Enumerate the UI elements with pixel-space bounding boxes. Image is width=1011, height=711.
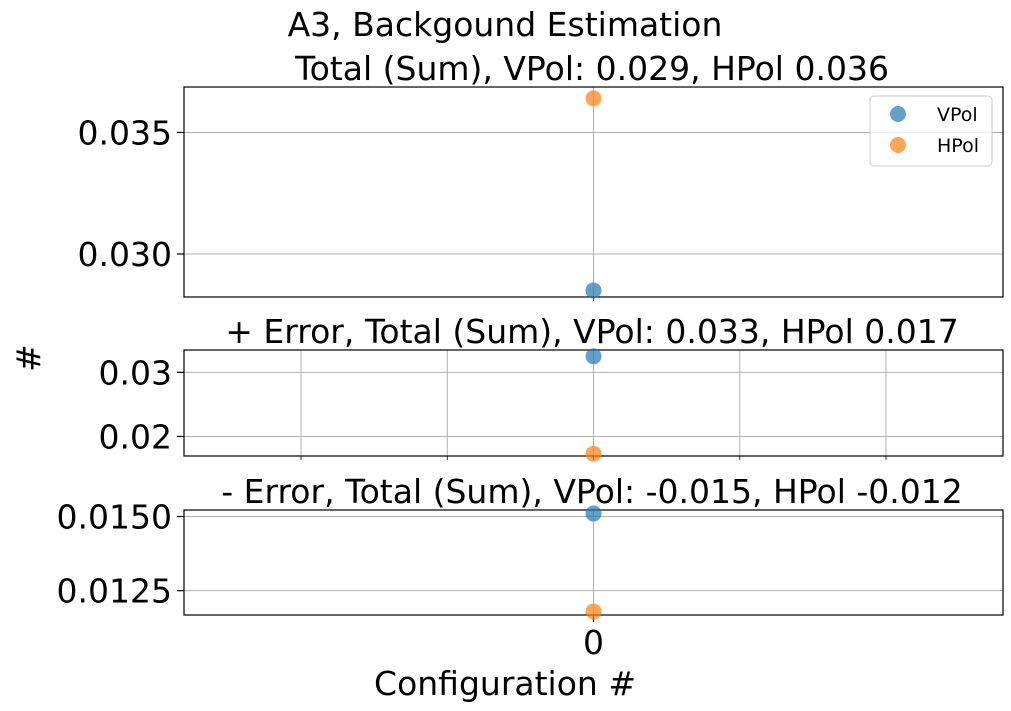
- y-tick-label-plus-error-0: 0.02: [99, 417, 172, 456]
- data-point-vpol-total: [585, 282, 602, 299]
- legend: VPol HPol: [869, 95, 993, 167]
- y-axis-label: #: [9, 344, 48, 372]
- legend-label-hpol: HPol: [937, 135, 979, 157]
- legend-marker-hpol: [890, 137, 906, 153]
- panel-title-total: Total (Sum), VPol: 0.029, HPol 0.036: [294, 49, 889, 88]
- y-tick-label-total-1: 0.035: [78, 113, 172, 152]
- y-tick-label-minus-error-0: 0.0125: [57, 572, 172, 611]
- data-point-vpol-plus-error: [585, 348, 602, 365]
- data-point-hpol-minus-error: [585, 603, 602, 620]
- y-tick-label-plus-error-1: 0.03: [99, 353, 172, 392]
- legend-marker-vpol: [890, 106, 906, 122]
- panel-title-minus-error: - Error, Total (Sum), VPol: -0.015, HPol…: [221, 472, 963, 511]
- figure-suptitle: A3, Backgound Estimation: [288, 5, 723, 44]
- data-point-vpol-minus-error: [585, 505, 602, 522]
- panel-minus-error: - Error, Total (Sum), VPol: -0.015, HPol…: [57, 472, 1004, 662]
- y-tick-label-total-0: 0.030: [78, 235, 172, 274]
- panel-title-plus-error: + Error, Total (Sum), VPol: 0.033, HPol …: [225, 312, 958, 351]
- legend-label-vpol: VPol: [937, 104, 978, 126]
- y-tick-label-minus-error-1: 0.0150: [57, 498, 172, 537]
- x-axis-label: Configuration #: [374, 664, 636, 703]
- data-point-hpol-total: [585, 90, 602, 107]
- panel-plus-error: + Error, Total (Sum), VPol: 0.033, HPol …: [99, 312, 1004, 462]
- x-tick-label-minus-error-0: 0: [583, 623, 604, 662]
- data-point-hpol-plus-error: [585, 445, 602, 462]
- panel-total: Total (Sum), VPol: 0.029, HPol 0.036 0.03…: [78, 49, 1004, 301]
